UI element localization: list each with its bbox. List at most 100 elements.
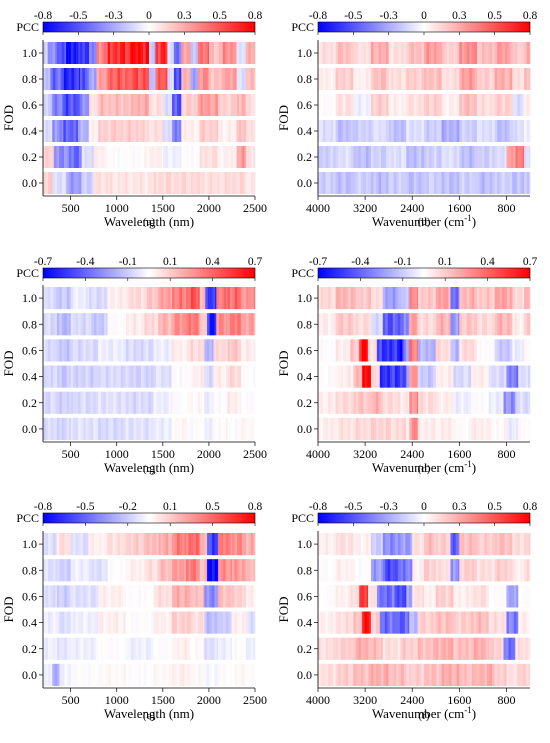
heat-cell	[528, 585, 531, 608]
heat-cell	[388, 663, 392, 686]
panel-b: PCC-0.8 -0.5 -0.3 0 0.3 0.5 0.81.00.80.60.40.2…	[276, 10, 537, 229]
heat-cell	[168, 339, 172, 362]
heat-cell	[388, 94, 392, 116]
heat-cell	[393, 120, 397, 142]
heat-cell	[526, 94, 530, 116]
heat-cell	[325, 94, 329, 116]
heat-cell	[413, 172, 417, 194]
heat-cell	[379, 339, 383, 362]
heat-cell	[394, 611, 398, 634]
heat-cell	[443, 313, 447, 336]
heat-cell	[218, 585, 221, 608]
heat-cell	[478, 417, 482, 440]
heat-cell	[363, 313, 367, 336]
heat-cell	[78, 146, 82, 168]
heat-cell	[231, 585, 235, 608]
heat-cell	[230, 663, 233, 686]
heat-cell	[414, 533, 418, 556]
heat-cell	[218, 559, 221, 582]
heat-cell	[355, 417, 359, 440]
panel-a: PCC-0.8 -0.5 -0.3 0 0.3 0.5 0.81.00.80.60.40.2…	[1, 10, 267, 229]
heat-cell	[448, 559, 451, 582]
heat-cell	[241, 417, 244, 440]
fod-row-0-4	[43, 365, 256, 388]
heat-cell	[192, 417, 196, 440]
heat-cell	[177, 313, 180, 336]
heat-cell	[87, 42, 90, 64]
heat-cell	[80, 287, 84, 310]
heat-cell	[231, 611, 235, 634]
heat-cell	[514, 287, 518, 310]
heat-cell	[378, 313, 382, 336]
heat-cell	[220, 611, 224, 634]
heat-cell	[463, 365, 467, 388]
heat-cell	[189, 339, 191, 362]
heat-cell	[106, 68, 108, 90]
heat-cell	[163, 287, 167, 310]
heat-cell	[241, 391, 244, 414]
heat-cell	[171, 637, 173, 660]
heat-cell	[365, 533, 369, 556]
heat-cell	[108, 417, 112, 440]
heat-cell	[196, 172, 199, 194]
heat-cell	[236, 146, 240, 168]
heat-cell	[98, 365, 102, 388]
x-tick-label: 1000	[105, 201, 129, 215]
heat-cell	[101, 313, 105, 336]
heat-cell	[243, 417, 247, 440]
heat-cell	[89, 533, 92, 556]
y-tick-label: 0.6	[297, 98, 312, 112]
heat-cell	[477, 120, 480, 142]
x-tick-label: 1500	[151, 201, 175, 215]
heat-cell	[196, 146, 200, 168]
heat-cell	[168, 313, 172, 336]
heat-cell	[497, 146, 500, 168]
heat-cell	[127, 68, 131, 90]
heat-cell	[503, 611, 507, 634]
heat-cell	[479, 533, 483, 556]
heat-cell	[519, 559, 523, 582]
heat-cell	[245, 585, 249, 608]
y-tick-label: 0.0	[22, 668, 37, 682]
heat-cell	[168, 663, 172, 686]
heat-cell	[504, 120, 508, 142]
heat-cell	[391, 585, 395, 608]
heat-cell	[66, 391, 70, 414]
heat-cell	[80, 637, 84, 660]
heat-cell	[110, 559, 113, 582]
heat-cell	[61, 146, 65, 168]
heat-cell	[420, 339, 424, 362]
heat-cell	[487, 172, 490, 194]
heat-cell	[486, 365, 489, 388]
heat-cell	[529, 339, 531, 362]
heat-cell	[117, 313, 121, 336]
y-tick-label: 0.0	[297, 668, 312, 682]
heat-cell	[405, 637, 409, 660]
heat-cell	[350, 313, 354, 336]
heat-cell	[431, 172, 435, 194]
heat-cell	[192, 391, 196, 414]
heat-cell	[477, 533, 480, 556]
heat-cell	[110, 637, 114, 660]
heat-cell	[466, 120, 470, 142]
heat-cell	[227, 391, 231, 414]
heat-cell	[469, 120, 473, 142]
heat-cell	[517, 172, 521, 194]
heat-cell	[196, 120, 200, 142]
heat-cell	[502, 339, 505, 362]
heat-cell	[207, 533, 210, 556]
heat-cell	[515, 146, 519, 168]
heat-cell	[376, 42, 379, 64]
heat-cell	[63, 68, 67, 90]
heat-cell	[248, 287, 252, 310]
heat-cell	[235, 120, 237, 142]
heat-cell	[435, 533, 439, 556]
heat-cell	[524, 287, 527, 310]
heat-cell	[502, 42, 505, 64]
heat-cell	[144, 559, 148, 582]
heat-cell	[458, 533, 460, 556]
heat-cell	[244, 585, 247, 608]
heat-cell	[59, 611, 63, 634]
heat-cell	[476, 637, 479, 660]
heat-cell	[241, 663, 245, 686]
